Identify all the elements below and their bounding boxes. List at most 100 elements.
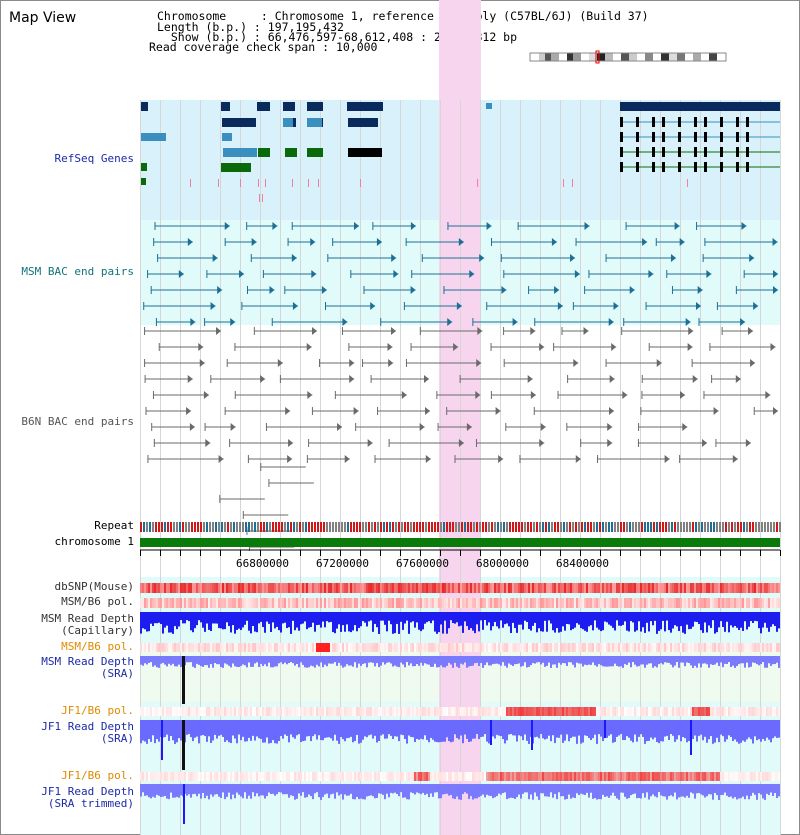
depth-bar (494, 656, 496, 664)
depth-bar (406, 720, 408, 744)
depth-bar (750, 612, 752, 622)
bac-pair-arrow (656, 359, 662, 367)
repeat-mark (254, 522, 256, 532)
polymorphism-mark (560, 772, 562, 781)
depth-bar (500, 784, 502, 795)
ideogram-band (545, 53, 553, 61)
dbsnp-mark (164, 583, 166, 593)
dbsnp-mark (216, 583, 218, 593)
polymorphism-mark (312, 707, 314, 716)
depth-bar (452, 612, 454, 623)
depth-bar (748, 612, 750, 627)
depth-bar (384, 720, 386, 739)
repeat-mark (326, 522, 328, 532)
dbsnp-mark (704, 583, 706, 593)
polymorphism-mark (484, 772, 486, 781)
polymorphism-mark (306, 598, 308, 608)
polymorphism-mark (534, 707, 536, 716)
depth-bar (152, 656, 154, 667)
polymorphism-mark (714, 598, 716, 608)
depth-bar (564, 784, 566, 800)
polymorphism-mark (338, 772, 340, 781)
polymorphism-mark (418, 772, 420, 781)
polymorphism-mark (510, 772, 512, 781)
depth-bar (368, 656, 370, 663)
dbsnp-mark (502, 583, 504, 593)
bac-pair-arrow (217, 286, 223, 294)
bac-pair-arrow (574, 270, 580, 278)
polymorphism-mark (368, 772, 370, 781)
depth-bar (226, 720, 228, 741)
depth-bar (236, 656, 238, 667)
repeat-mark (668, 522, 670, 532)
polymorphism-mark (754, 643, 756, 652)
dbsnp-mark (572, 583, 574, 593)
polymorphism-mark (728, 772, 730, 781)
depth-bar (400, 656, 402, 663)
depth-bar (360, 720, 362, 743)
polymorphism-mark (148, 643, 150, 652)
depth-bar (398, 612, 400, 634)
polymorphism-mark (322, 598, 324, 608)
jf1-depth-sra-label-1: JF1 Read Depth (41, 720, 134, 733)
polymorphism-mark (380, 772, 382, 781)
dbsnp-mark (624, 583, 626, 593)
depth-bar (684, 720, 686, 739)
polymorphism-mark (184, 772, 186, 781)
polymorphism-mark (528, 598, 530, 608)
dbsnp-mark (606, 583, 608, 593)
depth-bar (700, 784, 702, 795)
dbsnp-mark (590, 583, 592, 593)
polymorphism-mark (474, 707, 476, 716)
depth-bar (154, 720, 156, 744)
polymorphism-mark (690, 598, 692, 608)
polymorphism-mark (574, 772, 576, 781)
polymorphism-mark (696, 707, 698, 716)
depth-bar (708, 612, 710, 626)
bac-pair-arrow (539, 439, 545, 447)
bac-pair-arrow (575, 455, 581, 463)
depth-bar (324, 784, 326, 795)
polymorphism-mark (646, 707, 648, 716)
polymorphism-mark (478, 707, 480, 716)
dbsnp-mark (508, 583, 510, 593)
polymorphism-mark (388, 707, 390, 716)
ideogram-band (693, 53, 701, 61)
dbsnp-mark (186, 583, 188, 593)
depth-bar (148, 784, 150, 798)
depth-bar (528, 720, 530, 744)
repeat-mark (464, 522, 466, 532)
bac-pair-arrow (203, 391, 209, 399)
length-key: Length (b.p.) : (157, 20, 268, 34)
repeat-mark (341, 522, 343, 532)
bac-pair-arrow (539, 343, 545, 351)
dbsnp-mark (210, 583, 212, 593)
polymorphism-mark (712, 643, 714, 652)
dbsnp-mark (190, 583, 192, 593)
depth-bar (690, 612, 692, 629)
dbsnp-mark (530, 583, 532, 593)
polymorphism-mark (706, 643, 708, 652)
depth-bar (634, 656, 636, 665)
depth-bar (586, 612, 588, 632)
dbsnp-mark (284, 583, 286, 593)
polymorphism-mark (202, 707, 204, 716)
polymorphism-mark (190, 772, 192, 781)
bac-pair-arrow (187, 375, 193, 383)
dbsnp-mark (330, 583, 332, 593)
depth-bar (244, 612, 246, 625)
depth-bar (240, 656, 242, 666)
polymorphism-mark (150, 772, 152, 781)
polymorphism-mark (252, 643, 254, 652)
depth-bar (194, 612, 196, 629)
depth-bar (422, 720, 424, 740)
polymorphism-mark (734, 772, 736, 781)
polymorphism-mark (156, 598, 158, 608)
gene-exon (704, 162, 707, 172)
polymorphism-mark (462, 772, 464, 781)
bac-pair-arrow (370, 302, 376, 310)
polymorphism-mark (152, 598, 154, 608)
polymorphism-mark (722, 598, 724, 608)
polymorphism-mark (362, 598, 364, 608)
